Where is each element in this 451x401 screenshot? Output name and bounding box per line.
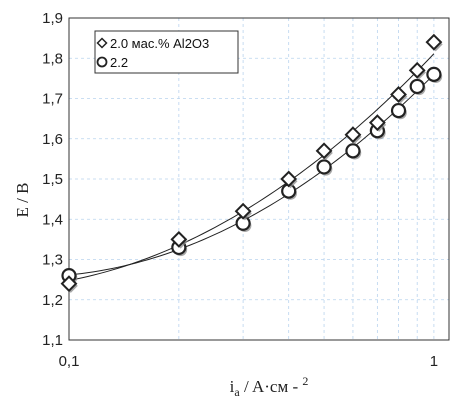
y-tick-label: 1,4	[42, 211, 63, 228]
diamond-point-series-1	[60, 275, 78, 293]
diamond-point-series-1	[344, 126, 362, 144]
fit-curve-series-2	[68, 74, 435, 276]
y-tick-label: 1,1	[42, 332, 63, 349]
legend-diamond-marker	[96, 37, 108, 49]
legend-box	[94, 30, 239, 74]
diamond-point-series-1	[315, 142, 333, 161]
circle-point-series-2	[390, 102, 407, 120]
circle-point-series-2	[345, 143, 362, 160]
legend-circle-marker	[96, 56, 108, 68]
circle-point-series-2	[281, 183, 297, 200]
y-tick-labels: 1,1 1,2 1,3 1,4 1,5 1,6 1,7 1,8 1,9	[42, 10, 63, 349]
y-tick-label: 1,7	[42, 91, 63, 108]
fit-curve-series-1	[68, 53, 435, 281]
legend-label-series-1: 2.0 мас.% Al2O3	[110, 36, 209, 51]
diamond-point-series-1	[425, 33, 443, 52]
diamond-point-series-1	[390, 86, 408, 104]
diamond-point-series-1	[280, 170, 298, 189]
plot-area	[68, 17, 450, 341]
circle-point-series-2	[316, 159, 333, 176]
x-tick-labels: 0,1 1	[59, 353, 438, 370]
y-axis-label: E / B	[13, 183, 32, 218]
x-tick-label: 1	[430, 353, 438, 370]
diamond-point-series-1	[368, 114, 387, 132]
y-tick-label: 1,9	[42, 10, 63, 27]
legend-label-series-2: 2.2	[110, 55, 128, 70]
circle-point-series-2	[426, 66, 443, 84]
y-tick-label: 1,5	[42, 171, 63, 188]
fit-curves	[68, 53, 435, 281]
y-tick-label: 1,3	[42, 252, 63, 269]
x-tick-label: 0,1	[59, 353, 80, 370]
data-points	[60, 33, 443, 293]
diamond-point-series-1	[234, 202, 252, 221]
diamond-point-series-1	[170, 230, 188, 249]
y-tick-label: 1,8	[42, 50, 63, 67]
diamond-point-series-1	[408, 61, 426, 80]
y-tick-label: 1,6	[42, 131, 63, 148]
x-axis-label: ia / A·см - 2	[230, 374, 309, 399]
y-tick-label: 1,2	[42, 292, 63, 309]
legend: 2.0 мас.% Al2O3 2.2	[94, 30, 239, 74]
circle-point-series-2	[409, 78, 426, 96]
